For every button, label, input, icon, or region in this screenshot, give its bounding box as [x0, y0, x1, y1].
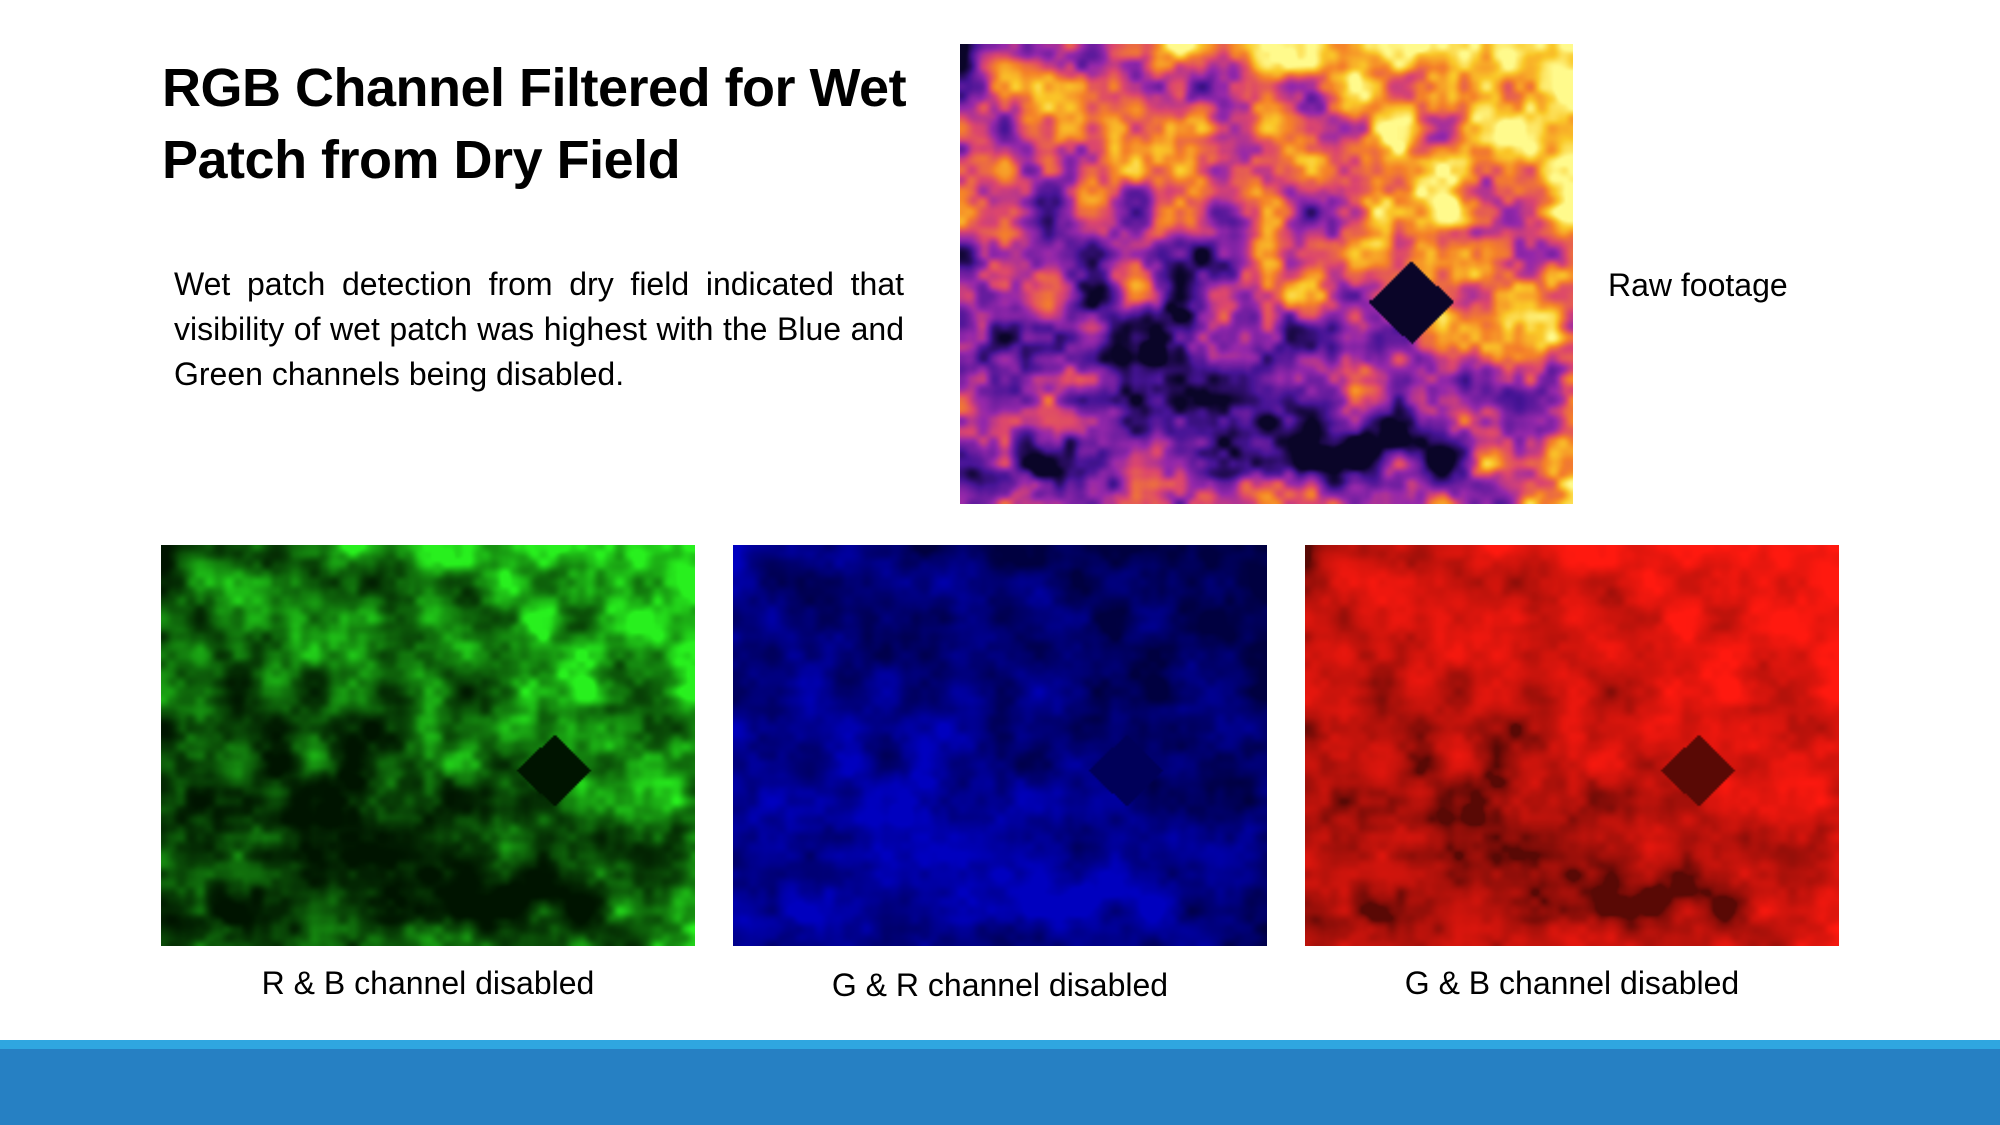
green-channel-caption: R & B channel disabled: [261, 965, 595, 1001]
red-channel-caption: G & B channel disabled: [1404, 965, 1740, 1001]
blue-channel-image: [733, 545, 1267, 946]
footer-band: [0, 1049, 2000, 1125]
slide-title: RGB Channel Filtered for Wet Patch from …: [162, 58, 907, 190]
raw-footage-image: [960, 44, 1573, 504]
green-channel-image: [161, 545, 695, 946]
footer-accent-line: [0, 1040, 2000, 1049]
red-channel-image: [1305, 545, 1839, 946]
blue-channel-caption: G & R channel disabled: [831, 967, 1169, 1003]
raw-footage-caption: Raw footage: [1608, 267, 1788, 303]
slide-body-text: Wet patch detection from dry field indic…: [174, 266, 904, 392]
